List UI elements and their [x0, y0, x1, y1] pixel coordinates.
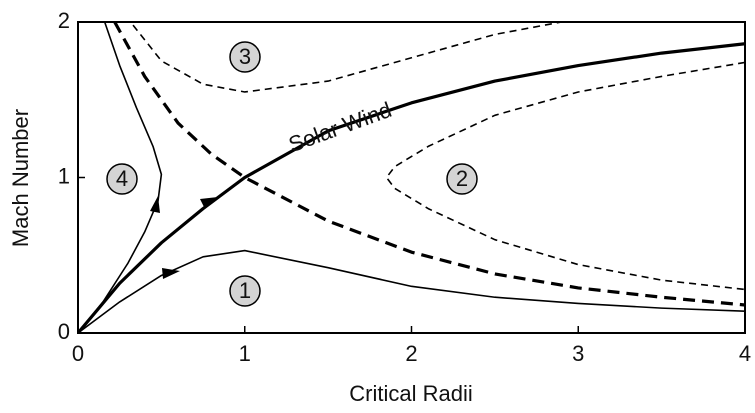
arrow: [162, 268, 180, 279]
x-tick-label: 4: [739, 341, 751, 366]
region-marker: [446, 163, 478, 195]
curve: [385, 61, 745, 291]
curve: [78, 22, 163, 333]
arrow: [200, 197, 218, 209]
x-axis-label: Critical Radii: [349, 381, 472, 406]
y-tick-label: 0: [58, 319, 70, 344]
y-tick-label: 1: [58, 163, 70, 188]
x-tick-label: 1: [239, 341, 251, 366]
region-label: 3: [239, 44, 251, 69]
curve: [132, 22, 562, 93]
x-tick-label: 3: [572, 341, 584, 366]
plot-area: [78, 22, 745, 333]
x-tick-label: 2: [405, 341, 417, 366]
region-label: 1: [239, 278, 251, 303]
curve-label: Solar Wind: [285, 97, 395, 157]
x-tick-label: 0: [72, 341, 84, 366]
y-axis-label: Mach Number: [8, 109, 33, 247]
curve: [78, 42, 745, 333]
region-label: 2: [456, 166, 468, 191]
curve: [113, 22, 745, 307]
curve: [78, 249, 745, 333]
arrows: [150, 196, 218, 279]
region-marker: [229, 275, 261, 307]
y-tick-label: 2: [58, 8, 70, 33]
region-label: 4: [116, 166, 128, 191]
region-marker: [229, 41, 261, 73]
arrow: [150, 196, 160, 213]
region-marker: [106, 163, 138, 195]
